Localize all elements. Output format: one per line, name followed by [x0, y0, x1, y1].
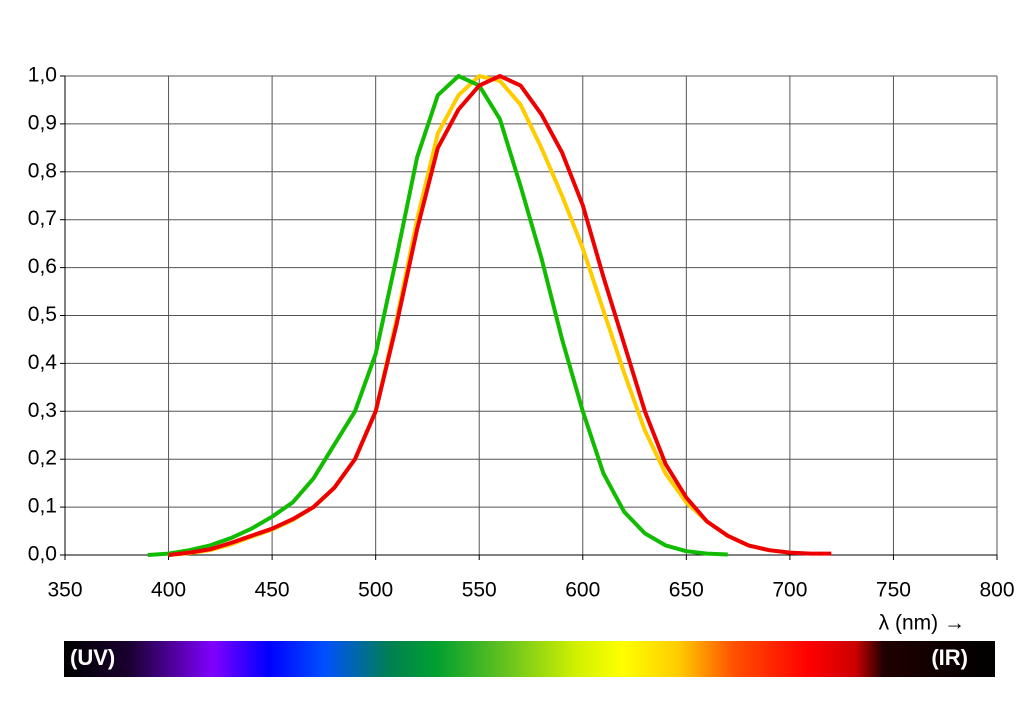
series-line — [147, 74, 728, 557]
series-line — [168, 74, 832, 557]
annotation: (UV) — [70, 645, 115, 670]
y-tick-label: 0,0 — [28, 543, 57, 566]
y-tick-label: 0,1 — [28, 495, 57, 518]
x-tick-label: 500 — [358, 579, 393, 602]
y-tick-label: 0,3 — [28, 399, 57, 422]
y-tick-label: 0,9 — [28, 111, 57, 134]
x-axis-label: λ (nm) → — [879, 612, 965, 635]
x-tick-label: 450 — [255, 579, 290, 602]
x-tick-label: 600 — [565, 579, 600, 602]
x-tick-label: 750 — [876, 579, 911, 602]
y-tick-label: 0,2 — [28, 447, 57, 470]
x-tick-label: 800 — [979, 579, 1014, 602]
x-tick-label: 550 — [462, 579, 497, 602]
x-tick-label: 350 — [47, 579, 82, 602]
y-tick-label: 1,0 — [28, 64, 57, 87]
x-tick-label: 650 — [669, 579, 704, 602]
spectrum-bar — [64, 641, 995, 677]
y-tick-label: 0,8 — [28, 159, 57, 182]
x-tick-label: 400 — [151, 579, 186, 602]
y-tick-label: 0,5 — [28, 303, 57, 326]
x-tick-label: 700 — [772, 579, 807, 602]
y-tick-label: 0,7 — [28, 207, 57, 230]
y-tick-label: 0,4 — [28, 351, 58, 374]
annotation: (IR) — [931, 645, 968, 670]
y-tick-label: 0,6 — [28, 255, 57, 278]
